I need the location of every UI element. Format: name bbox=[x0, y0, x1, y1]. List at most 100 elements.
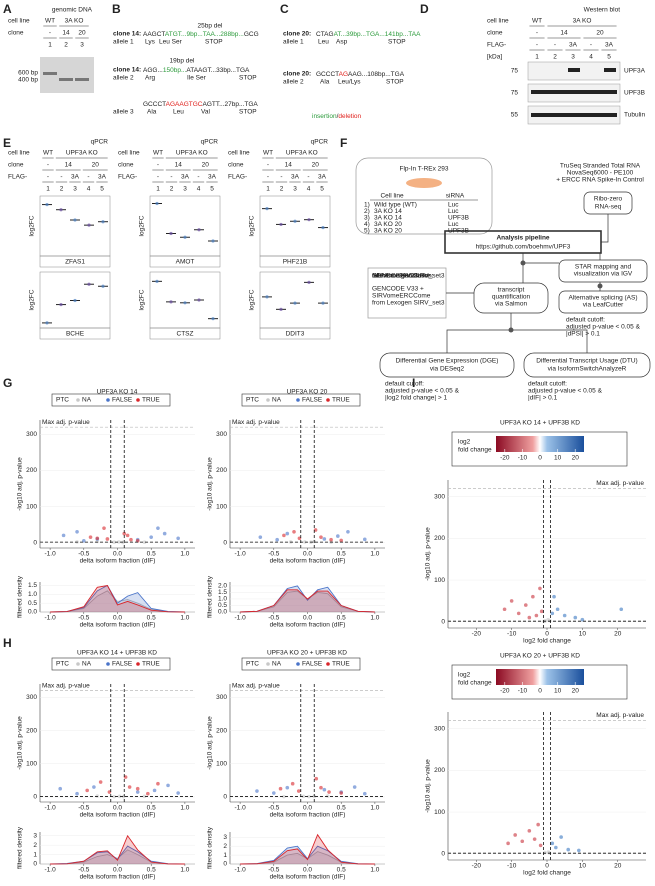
mean-dot bbox=[265, 207, 269, 211]
colorbar-tick-label: -10 bbox=[518, 688, 528, 695]
y-tick-label: 3 bbox=[33, 832, 37, 839]
point bbox=[142, 794, 147, 799]
y-axis-label: log2FC bbox=[249, 289, 256, 310]
point bbox=[523, 603, 528, 607]
header-cell: - bbox=[157, 174, 159, 181]
y-axis-label: -log10 adj. p-value bbox=[425, 527, 432, 581]
y-tick-label: 0 bbox=[223, 539, 227, 546]
y-tick-label: 0 bbox=[441, 618, 445, 625]
x-axis-label: delta isoform fraction (dIF) bbox=[270, 812, 346, 819]
header-label: cell line bbox=[118, 150, 140, 157]
x-tick-label: 0.5 bbox=[147, 805, 156, 812]
reference-text: reference annotation: bbox=[372, 273, 434, 280]
x-tick-label: -20 bbox=[472, 631, 482, 638]
point bbox=[327, 790, 331, 794]
cutoff-text: default cutoff: bbox=[528, 381, 567, 388]
point bbox=[527, 829, 532, 833]
row-number: 2) bbox=[364, 208, 370, 215]
point bbox=[539, 609, 544, 614]
point bbox=[580, 617, 585, 622]
amino-acid: Leu Ser bbox=[159, 39, 183, 46]
x-tick-label: 1.0 bbox=[370, 805, 379, 812]
header-cell: 3A bbox=[291, 174, 300, 181]
lane-number: 5 bbox=[210, 186, 214, 193]
max-line-label: Max adj. p-value bbox=[42, 419, 90, 426]
y-tick-label: 0 bbox=[223, 794, 227, 801]
point bbox=[156, 526, 160, 530]
lane-number: 2 bbox=[60, 186, 64, 193]
colorbar-tick-label: 0 bbox=[538, 455, 542, 462]
x-tick-label: 10 bbox=[579, 631, 587, 638]
point bbox=[278, 786, 283, 791]
dtu-text: via IsoformSwitchAnalyzeR bbox=[548, 366, 627, 373]
mean-dot bbox=[307, 280, 311, 284]
legend-box bbox=[51, 657, 171, 671]
x-tick-label: 0.0 bbox=[303, 805, 312, 812]
y-tick-label: 200 bbox=[26, 467, 37, 474]
lane-number: 1 bbox=[46, 186, 50, 193]
mean-dot bbox=[73, 298, 77, 303]
point bbox=[125, 533, 130, 538]
y-tick-label: 1.0 bbox=[218, 596, 227, 603]
legend-label: FALSE bbox=[302, 661, 323, 668]
point bbox=[314, 776, 319, 781]
column-header: Cell line bbox=[380, 193, 404, 200]
y-tick-label: 300 bbox=[434, 725, 445, 732]
lane-number: 1 bbox=[48, 42, 52, 49]
sequence-part: AAGCT bbox=[143, 31, 165, 38]
point bbox=[98, 780, 103, 784]
x-tick-label: -10 bbox=[507, 631, 517, 638]
note: Western blot bbox=[584, 7, 621, 14]
blot-band bbox=[531, 113, 617, 117]
x-tick-label: 0.5 bbox=[147, 615, 156, 622]
point bbox=[538, 843, 543, 848]
allele-label: allele 2 bbox=[283, 79, 304, 86]
point bbox=[550, 611, 555, 616]
note: qPCR bbox=[311, 139, 329, 146]
plot-title: UPF3A KO 14 bbox=[97, 389, 138, 396]
point bbox=[255, 789, 259, 793]
legend-title: PTC bbox=[246, 397, 259, 404]
point bbox=[506, 841, 510, 846]
x-tick-label: 0.5 bbox=[337, 805, 346, 812]
quant-text: transcript bbox=[498, 287, 525, 294]
y-tick-label: 1.0 bbox=[28, 591, 37, 598]
header-label: [kDa] bbox=[487, 54, 502, 61]
gene-label: AMOT bbox=[176, 259, 195, 266]
panel-letter: A bbox=[3, 2, 12, 16]
y-axis-label: log2FC bbox=[29, 289, 36, 310]
point bbox=[531, 594, 535, 599]
point bbox=[156, 781, 160, 786]
point bbox=[123, 775, 128, 779]
y-tick-label: 0.0 bbox=[218, 609, 227, 616]
point bbox=[85, 788, 89, 793]
point bbox=[135, 538, 140, 543]
y-tick-label: 0 bbox=[33, 861, 37, 868]
point bbox=[75, 791, 79, 796]
y-tick-label: 1.5 bbox=[28, 582, 37, 589]
x-tick-label: 10 bbox=[579, 863, 587, 870]
point bbox=[303, 540, 307, 544]
amino-acid: Val bbox=[201, 109, 210, 116]
legend-label: FALSE bbox=[112, 397, 133, 404]
header-label: clone bbox=[228, 162, 244, 169]
header-label: clone bbox=[8, 162, 24, 169]
y-tick-label: 0 bbox=[223, 861, 227, 868]
max-line-label: Max adj. p-value bbox=[232, 419, 280, 426]
ladder-label: 400 bp bbox=[18, 77, 38, 84]
x-tick-label: 0.5 bbox=[337, 551, 346, 558]
cell-box bbox=[355, 157, 493, 235]
sequence: GCCCTAGAAGTGCAGTT...27bp...TGA bbox=[143, 101, 258, 108]
sequence-part: AGG... bbox=[143, 67, 163, 74]
y-tick-label: 300 bbox=[216, 431, 227, 438]
cutoff-text: adjusted p-value < 0.05 & bbox=[385, 388, 460, 395]
cell-line: 3A KO 14 bbox=[374, 215, 402, 222]
legend-label: NA bbox=[272, 397, 282, 404]
point bbox=[502, 607, 507, 612]
allele-label: allele 1 bbox=[113, 39, 134, 46]
note: qPCR bbox=[91, 139, 109, 146]
y-axis-label: -log10 adj. p-value bbox=[17, 457, 24, 511]
cutoff-text: adjusted p-value < 0.05 & bbox=[528, 388, 603, 395]
mean-dot bbox=[155, 201, 159, 206]
point bbox=[520, 839, 525, 844]
